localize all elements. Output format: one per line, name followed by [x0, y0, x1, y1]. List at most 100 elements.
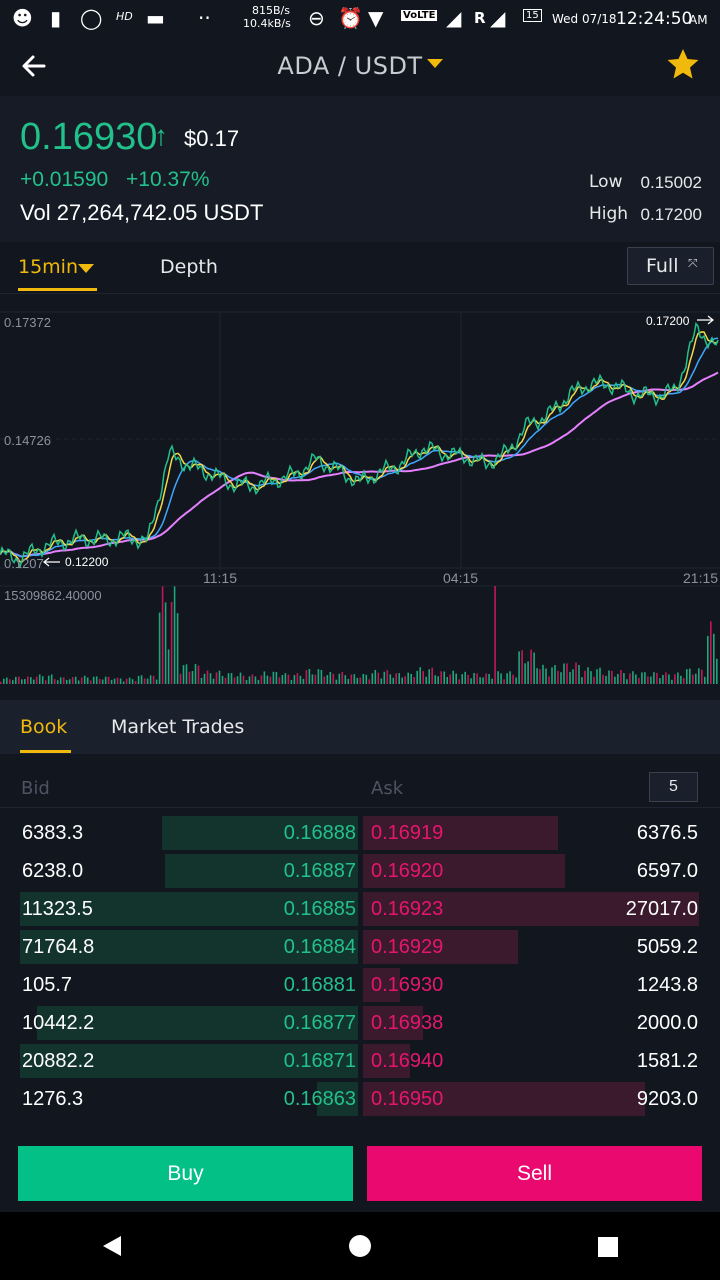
bid-qty: 11323.5 [22, 898, 93, 920]
volume-bar [50, 674, 53, 684]
status-ampm: AM [689, 13, 708, 27]
volume-bar [266, 675, 269, 684]
volume-bar [107, 676, 110, 684]
order-book-row[interactable]: 105.7 0.16881 0.16930 1243.8 [0, 966, 720, 1004]
nav-recents-icon[interactable] [597, 1236, 619, 1258]
volume-bar [305, 670, 308, 684]
volume-bar [347, 678, 350, 684]
volume-bar [0, 681, 2, 684]
nav-home-icon[interactable] [348, 1234, 372, 1258]
volume-bar [293, 675, 296, 684]
volume-bar [599, 667, 601, 684]
order-book-row[interactable]: 20882.2 0.16871 0.16940 1581.2 [0, 1042, 720, 1080]
volume-bar [314, 674, 317, 684]
volume-bar [380, 678, 383, 684]
depth-selector[interactable]: 5 [649, 772, 698, 802]
volume-bar [716, 658, 718, 684]
volume-bar [497, 671, 499, 684]
volume-bar [227, 673, 230, 684]
volume-bar [638, 678, 640, 684]
volume-bar [443, 671, 445, 684]
bid-qty: 1276.3 [22, 1088, 84, 1110]
volume-bar [341, 671, 344, 684]
order-book-row[interactable]: 11323.5 0.16885 0.16923 27017.0 [0, 890, 720, 928]
volume-bar [410, 673, 412, 684]
volume-bar [167, 649, 170, 684]
volume-bar [335, 679, 338, 684]
order-book-row[interactable]: 10442.2 0.16877 0.16938 2000.0 [0, 1004, 720, 1042]
volume-bar [89, 680, 92, 684]
arrow-up-icon: ↑ [154, 120, 168, 151]
ask-qty: 6376.5 [636, 822, 698, 844]
ask-qty: 27017.0 [625, 898, 698, 920]
volume-bar [512, 674, 514, 684]
volume-bar [386, 670, 389, 684]
fullscreen-label: Full [646, 255, 679, 277]
volume-bar [296, 673, 299, 684]
volume-bar [161, 586, 164, 684]
status-date: Wed 07/18 [552, 12, 617, 26]
volume-bar [554, 665, 556, 684]
volume-bar [653, 672, 655, 684]
volume-bar [98, 678, 101, 684]
volume-bar [587, 667, 589, 684]
volume-bar [152, 675, 155, 684]
favorite-star-icon[interactable] [666, 48, 700, 80]
volume-bar [689, 668, 691, 684]
order-book-row[interactable]: 1276.3 0.16863 0.16950 9203.0 [0, 1080, 720, 1118]
high-value: 0.17200 [640, 205, 702, 224]
order-book-row[interactable]: 71764.8 0.16884 0.16929 5059.2 [0, 928, 720, 966]
tab-book[interactable]: Book [20, 716, 68, 738]
volume-bar [665, 672, 667, 684]
volume-bar [95, 676, 98, 684]
volume-bar [134, 681, 137, 684]
volume-bar [77, 680, 80, 684]
buy-button[interactable]: Buy [18, 1146, 353, 1201]
volume-bar [332, 673, 335, 684]
volume-bar [491, 678, 493, 684]
volume-bar [656, 672, 658, 684]
volume-bar [437, 676, 439, 684]
tab-depth[interactable]: Depth [160, 256, 218, 278]
volume-bar [482, 677, 484, 684]
tab-market-trades[interactable]: Market Trades [111, 716, 245, 738]
volume-bar [620, 670, 622, 684]
bid-qty: 6238.0 [22, 860, 84, 882]
bid-depth-bar [20, 892, 358, 926]
volume-bar [677, 672, 679, 684]
order-book-row[interactable]: 6238.0 0.16887 0.16920 6597.0 [0, 852, 720, 890]
pair-selector[interactable]: ADA / USDT [0, 52, 720, 80]
ask-qty: 9203.0 [636, 1088, 698, 1110]
roaming-indicator: R [474, 9, 486, 27]
order-book-row[interactable]: 6383.3 0.16888 0.16919 6376.5 [0, 814, 720, 852]
volume-bar [434, 675, 436, 684]
bid-depth-bar [165, 854, 358, 888]
volume-bar [602, 674, 604, 684]
trade-actions: Buy Sell [0, 1134, 720, 1212]
nav-back-icon[interactable] [100, 1234, 124, 1258]
max-marker-arrow-icon [697, 315, 714, 325]
volume-bar [392, 677, 395, 684]
min-marker-arrow-icon [43, 557, 60, 567]
volume-bar [194, 664, 197, 684]
volume-bar [59, 677, 62, 684]
volume-bar [320, 669, 323, 684]
volume-bar [422, 671, 424, 684]
volume-bar [56, 680, 59, 684]
volume-bar [218, 670, 221, 684]
volume-bar [113, 678, 116, 684]
sell-button[interactable]: Sell [367, 1146, 702, 1201]
volume-bar [101, 679, 104, 684]
volume-bar [299, 675, 302, 684]
app-header: ADA / USDT [0, 36, 720, 96]
price-chart[interactable]: 0.17372 0.14726 0.1207 11:15 04:15 21:15… [0, 294, 720, 686]
tab-interval[interactable]: 15min [18, 256, 79, 278]
volume-bar [389, 674, 392, 684]
volume-bar [584, 670, 586, 684]
volume-bar [608, 670, 610, 684]
volume-bar [488, 674, 490, 684]
volume-bar [353, 674, 356, 684]
back-arrow-icon[interactable] [18, 50, 50, 82]
fullscreen-button[interactable]: Full ⤧ [627, 247, 714, 285]
more-icon: ·· [198, 6, 211, 30]
